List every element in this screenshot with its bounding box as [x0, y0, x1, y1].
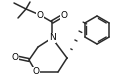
Text: O: O [36, 10, 44, 19]
Text: O: O [32, 68, 40, 77]
Text: O: O [60, 10, 68, 19]
Text: N: N [49, 34, 55, 43]
Text: O: O [12, 52, 18, 61]
